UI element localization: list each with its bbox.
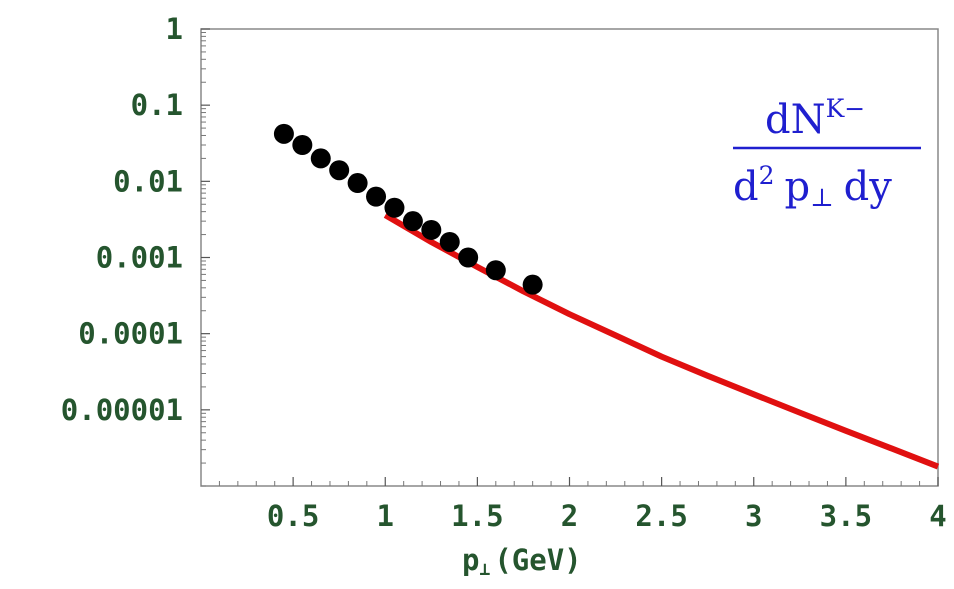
x-tick-label: 4	[929, 499, 946, 533]
y-tick-label: 0.001	[96, 241, 183, 275]
data-point	[439, 231, 460, 252]
y-tick-label: 1	[166, 12, 183, 46]
model-curve-layer	[383, 212, 940, 470]
formula-numerator-sup: K−	[826, 94, 866, 123]
x-axis-label-sub: ⊥	[479, 559, 490, 580]
x-axis-ticks	[218, 477, 939, 486]
x-axis-tick-labels: 0.5 1 1.5 2 2.5 3 3.5 4	[267, 499, 947, 533]
formula-denominator: d2 p⊥ dy	[733, 161, 892, 212]
formula-denominator-d: d	[733, 164, 759, 210]
y-tick-label: 0.0001	[78, 317, 183, 351]
data-point	[329, 160, 350, 181]
x-tick-label: 1.5	[451, 499, 503, 533]
data-point	[402, 211, 423, 232]
formula-denominator-sub: ⊥	[810, 183, 834, 212]
formula-numerator-main: dN	[765, 97, 826, 143]
data-point	[384, 197, 405, 218]
data-point	[522, 274, 543, 295]
data-point	[292, 134, 313, 155]
y-tick-label: 0.00001	[61, 393, 183, 427]
data-points-layer	[273, 123, 543, 295]
y-tick-label: 0.1	[131, 88, 183, 122]
data-point	[310, 148, 331, 169]
model-curve	[383, 212, 940, 470]
data-point	[458, 247, 479, 268]
x-tick-label: 2	[561, 499, 578, 533]
data-point	[366, 186, 387, 207]
data-point	[273, 123, 294, 144]
x-tick-label: 3	[745, 499, 762, 533]
data-point	[485, 260, 506, 281]
y-tick-label: 0.01	[113, 164, 183, 198]
x-axis-label-unit: (GeV)	[494, 543, 581, 577]
x-tick-label: 2.5	[635, 499, 687, 533]
formula-denominator-dy: dy	[844, 164, 893, 210]
x-tick-label: 1	[377, 499, 394, 533]
data-point	[421, 219, 442, 240]
data-point	[347, 173, 368, 194]
x-axis-label-main: p	[462, 543, 479, 577]
formula-denominator-sup: 2	[759, 161, 775, 190]
x-tick-label: 3.5	[820, 499, 872, 533]
formula-denominator-p: p	[785, 164, 811, 210]
x-axis-label: p⊥ (GeV)	[462, 543, 582, 580]
formula-annotation: dNK− d2 p⊥ dy	[733, 94, 921, 212]
formula-numerator: dNK−	[765, 94, 865, 143]
y-axis-ticks	[201, 28, 210, 487]
x-tick-label: 0.5	[267, 499, 319, 533]
y-axis-tick-labels: 1 0.1 0.01 0.001 0.0001 0.00001	[61, 12, 183, 427]
